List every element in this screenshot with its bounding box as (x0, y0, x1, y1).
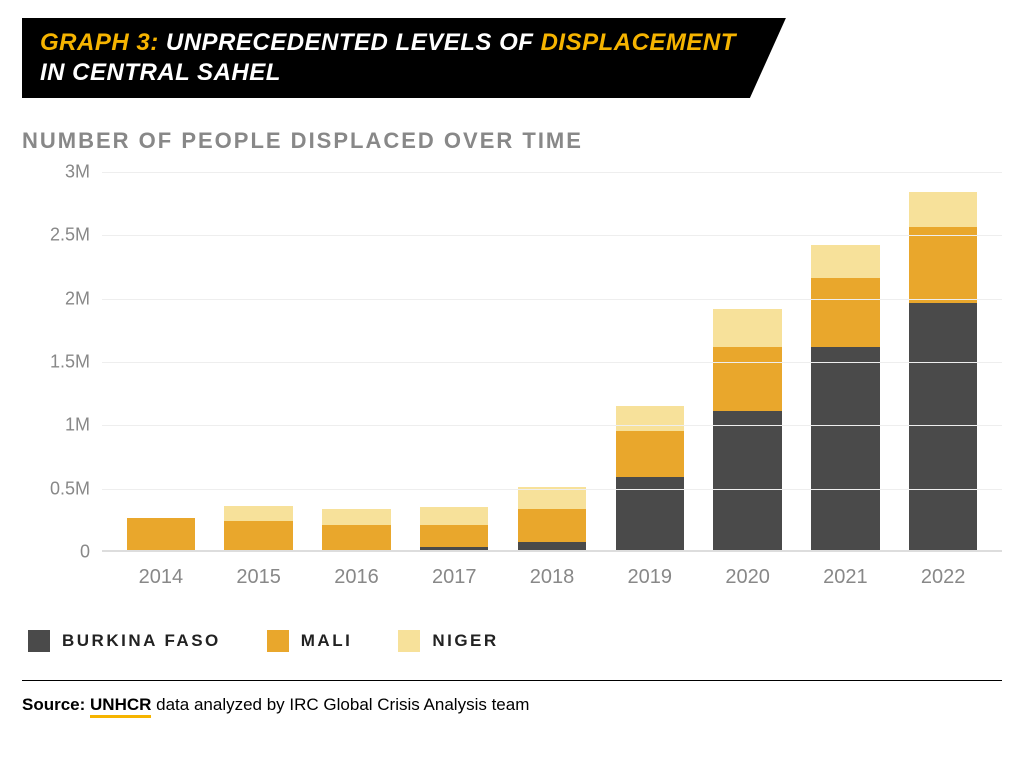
gridline (102, 172, 1002, 173)
y-tick-label: 3M (65, 162, 90, 183)
bar-segment-burkina (518, 542, 586, 550)
bar-stack (713, 309, 781, 550)
title-line2: IN CENTRAL SAHEL (40, 59, 281, 86)
bar-column (796, 172, 894, 550)
bar-segment-niger (420, 507, 488, 525)
bar-segment-niger (518, 487, 586, 510)
legend-swatch (28, 630, 50, 652)
divider (22, 680, 1002, 681)
y-tick-label: 0 (80, 542, 90, 563)
bar-segment-niger (224, 506, 292, 521)
bar-column (503, 172, 601, 550)
legend-swatch (398, 630, 420, 652)
bar-segment-mali (713, 347, 781, 410)
x-tick-label: 2020 (699, 566, 797, 589)
bar-segment-niger (616, 406, 684, 431)
bar-segment-mali (224, 521, 292, 550)
bar-segment-mali (616, 431, 684, 477)
bar-column (601, 172, 699, 550)
x-tick-label: 2015 (210, 566, 308, 589)
bar-column (894, 172, 992, 550)
chart: 00.5M1M1.5M2M2.5M3M 20142015201620172018… (22, 172, 1002, 602)
x-tick-label: 2014 (112, 566, 210, 589)
bar-column (210, 172, 308, 550)
x-axis: 201420152016201720182019202020212022 (102, 552, 1002, 589)
bar-segment-burkina (811, 347, 879, 550)
x-tick-label: 2016 (308, 566, 406, 589)
bar-segment-mali (127, 518, 195, 550)
y-tick-label: 2M (65, 288, 90, 309)
title-line1-before: UNPRECEDENTED LEVELS OF (159, 29, 541, 56)
y-tick-label: 1M (65, 415, 90, 436)
bar-column (308, 172, 406, 550)
y-axis: 00.5M1M1.5M2M2.5M3M (22, 172, 102, 552)
bar-segment-mali (811, 278, 879, 348)
legend-item-niger: NIGER (398, 630, 498, 652)
source-label: Source: (22, 695, 85, 714)
source-line: Source: UNHCR data analyzed by IRC Globa… (22, 695, 1002, 715)
y-tick-label: 1.5M (50, 352, 90, 373)
x-tick-label: 2021 (796, 566, 894, 589)
legend-label: BURKINA FASO (62, 631, 221, 651)
bar-column (699, 172, 797, 550)
bar-stack (518, 487, 586, 550)
source-name: UNHCR (90, 695, 151, 718)
bar-column (405, 172, 503, 550)
gridline (102, 235, 1002, 236)
bar-segment-burkina (909, 303, 977, 550)
legend-item-mali: MALI (267, 630, 353, 652)
y-tick-label: 2.5M (50, 225, 90, 246)
gridline (102, 425, 1002, 426)
bar-stack (127, 518, 195, 550)
bar-stack (224, 506, 292, 550)
bar-segment-mali (909, 227, 977, 303)
gridline (102, 362, 1002, 363)
plot-area (102, 172, 1002, 552)
bar-stack (811, 245, 879, 550)
bar-stack (909, 192, 977, 550)
bar-segment-burkina (420, 547, 488, 550)
y-tick-label: 0.5M (50, 478, 90, 499)
legend: BURKINA FASO MALI NIGER (22, 630, 1002, 652)
bars-container (102, 172, 1002, 550)
chart-subtitle: NUMBER OF PEOPLE DISPLACED OVER TIME (22, 128, 1002, 154)
bar-segment-mali (518, 509, 586, 542)
legend-item-burkina: BURKINA FASO (28, 630, 221, 652)
bar-segment-niger (713, 309, 781, 347)
title-highlight: DISPLACEMENT (541, 29, 736, 56)
bar-segment-mali (420, 525, 488, 548)
bar-segment-niger (811, 245, 879, 278)
bar-segment-mali (322, 525, 390, 550)
source-rest: data analyzed by IRC Global Crisis Analy… (151, 695, 529, 714)
bar-column (112, 172, 210, 550)
gridline (102, 489, 1002, 490)
x-tick-label: 2017 (405, 566, 503, 589)
title-prefix: GRAPH 3: (40, 29, 159, 56)
legend-swatch (267, 630, 289, 652)
bar-segment-niger (909, 192, 977, 227)
bar-stack (616, 406, 684, 550)
bar-segment-niger (322, 509, 390, 524)
legend-label: MALI (301, 631, 353, 651)
title-banner: GRAPH 3: UNPRECEDENTED LEVELS OF DISPLAC… (22, 18, 786, 98)
bar-stack (420, 507, 488, 550)
bar-segment-burkina (616, 477, 684, 550)
x-tick-label: 2018 (503, 566, 601, 589)
x-tick-label: 2019 (601, 566, 699, 589)
gridline (102, 299, 1002, 300)
legend-label: NIGER (432, 631, 498, 651)
bar-stack (322, 509, 390, 550)
x-tick-label: 2022 (894, 566, 992, 589)
bar-segment-burkina (713, 411, 781, 550)
